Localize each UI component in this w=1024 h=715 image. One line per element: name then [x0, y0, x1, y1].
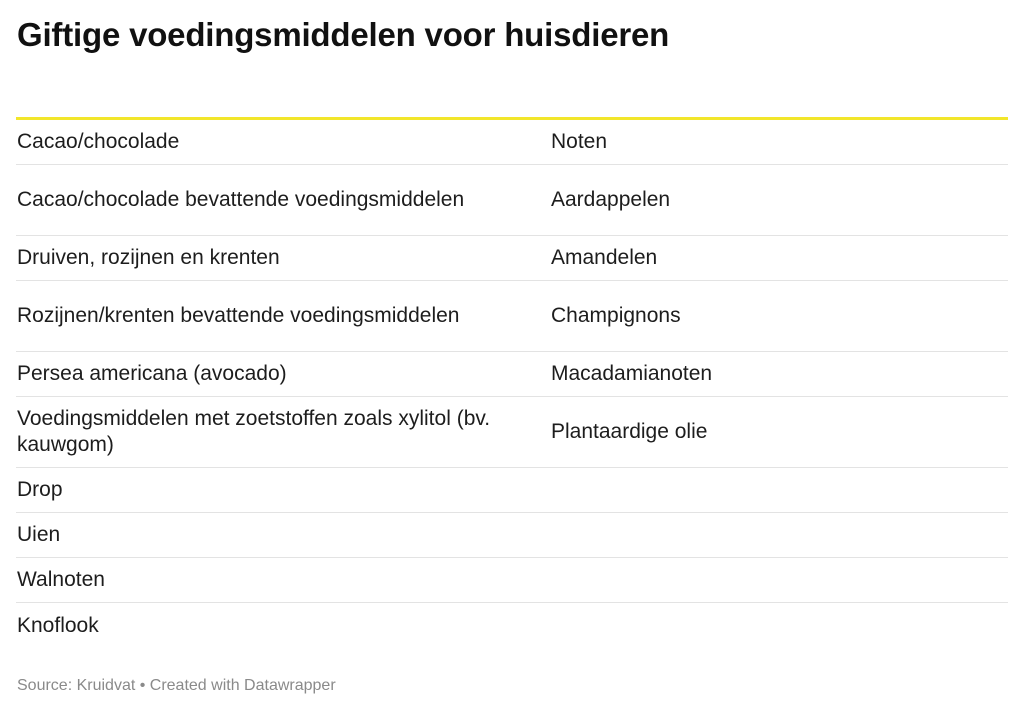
table-row: Persea americana (avocado) Macadamianote…	[16, 352, 1008, 397]
table-cell-col1: Cacao/chocolade	[17, 130, 180, 153]
source-credit: Source: Kruidvat • Created with Datawrap…	[17, 677, 336, 694]
table-row: Walnoten	[16, 558, 1008, 603]
table-cell-col1: Drop	[17, 478, 63, 501]
table-row: Cacao/chocolade bevattende voedingsmidde…	[16, 165, 1008, 236]
table-row: Drop	[16, 468, 1008, 513]
table-row: Cacao/chocolade Noten	[16, 120, 1008, 165]
table-cell-col1: Walnoten	[17, 568, 105, 591]
table-cell-col1: Uien	[17, 523, 61, 546]
table-cell-col2: Champignons	[551, 304, 681, 327]
table-row: Druiven, rozijnen en krenten Amandelen	[16, 236, 1008, 281]
table-row: Voedingsmiddelen met zoetstoffen zoals x…	[16, 397, 1008, 468]
table-row: Uien	[16, 513, 1008, 558]
table-cell-col1: Rozijnen/krenten bevattende voedingsmidd…	[17, 304, 460, 327]
table-cell-col1: Persea americana (avocado)	[17, 362, 287, 385]
table-cell-col2: Amandelen	[551, 246, 658, 269]
table-cell-col2: Aardappelen	[551, 188, 671, 211]
page-title: Giftige voedingsmiddelen voor huisdieren	[17, 16, 670, 53]
table-cell-col2: Noten	[551, 130, 608, 153]
table-cell-col1: Cacao/chocolade bevattende voedingsmidde…	[17, 188, 465, 211]
table-cell-col1: Druiven, rozijnen en krenten	[17, 246, 280, 269]
table-row: Knoflook	[16, 603, 1008, 648]
table-cell-col2: Plantaardige olie	[551, 420, 708, 443]
table-row: Rozijnen/krenten bevattende voedingsmidd…	[16, 281, 1008, 352]
table-cell-col2: Macadamianoten	[551, 362, 713, 385]
food-table: Cacao/chocolade Noten Cacao/chocolade be…	[16, 117, 1008, 648]
table-cell-col1: Knoflook	[17, 613, 99, 637]
table-cell-col1: Voedingsmiddelen met zoetstoffen zoals x…	[17, 407, 491, 456]
